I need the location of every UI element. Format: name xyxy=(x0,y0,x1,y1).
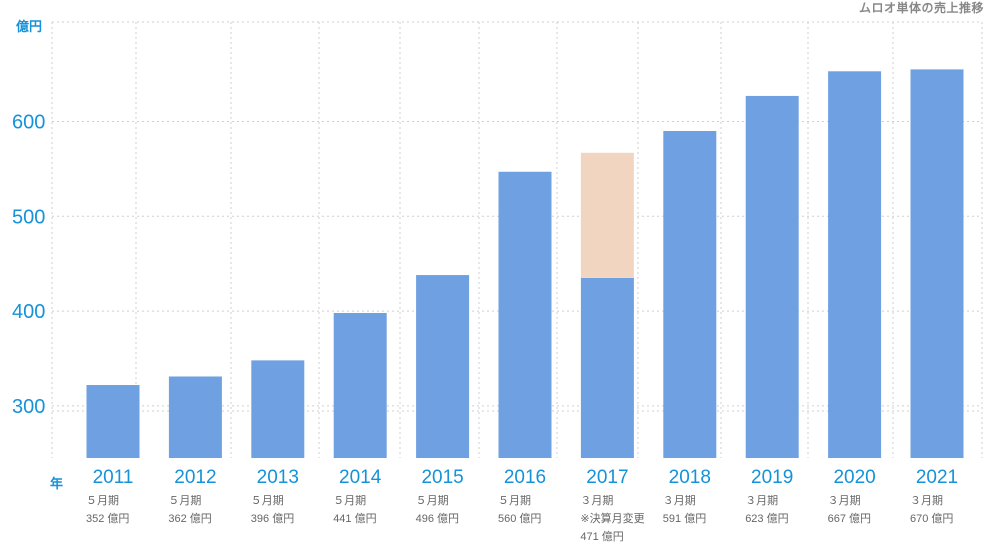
data-value-label: 667 億円 xyxy=(828,512,871,525)
bar xyxy=(498,171,552,458)
x-tick-label-year: 2013 xyxy=(257,467,299,488)
settlement-period-label: ５月期 xyxy=(333,494,366,507)
bar xyxy=(580,277,634,458)
bar xyxy=(828,71,882,458)
y-tick-label: 600 xyxy=(12,112,45,134)
y-tick-label: 500 xyxy=(12,206,45,228)
bar xyxy=(910,69,964,459)
chart-title: ムロオ単体の売上推移 xyxy=(859,0,984,15)
settlement-period-label: ３月期 xyxy=(663,494,696,507)
y-axis-ticks: 300 400 500 600 xyxy=(12,112,45,418)
bar xyxy=(86,385,140,458)
settlement-period-label: ５月期 xyxy=(168,494,201,507)
settlement-change-note: ※決算月変更 xyxy=(580,511,644,525)
x-tick-label-year: 2014 xyxy=(339,467,382,488)
bar xyxy=(416,275,470,458)
bar xyxy=(168,376,222,458)
settlement-period-label: ３月期 xyxy=(910,494,943,507)
x-tick-label-year: 2019 xyxy=(751,467,793,488)
data-value-label: 471 億円 xyxy=(580,530,623,542)
x-tick-label-year: 2012 xyxy=(174,467,216,488)
bar-adjustment-segment xyxy=(580,152,634,278)
data-value-label: 496 億円 xyxy=(416,512,459,525)
x-axis-labels: 2011 ５月期 352 億円 2012 ５月期 362 億円 2013 ５月期 396 億円 2… xyxy=(86,467,958,542)
settlement-period-label: ３月期 xyxy=(745,494,778,507)
bar xyxy=(333,312,387,458)
x-tick-label-year: 2011 xyxy=(93,467,134,488)
y-axis-unit-label: 億円 xyxy=(16,19,42,34)
settlement-period-label: ３月期 xyxy=(580,494,613,507)
x-tick-label-year: 2021 xyxy=(916,467,958,488)
data-value-label: 352 億円 xyxy=(86,512,129,525)
x-tick-label-year: 2018 xyxy=(669,467,711,488)
settlement-period-label: ５月期 xyxy=(86,494,119,507)
y-tick-label: 400 xyxy=(12,301,45,323)
data-value-label: 362 億円 xyxy=(168,512,211,525)
y-tick-label: 300 xyxy=(12,396,45,418)
x-tick-label-year: 2015 xyxy=(421,467,463,488)
x-tick-label-year: 2017 xyxy=(586,467,628,488)
data-value-label: 670 億円 xyxy=(910,512,953,525)
bar xyxy=(251,360,305,458)
settlement-period-label: ３月期 xyxy=(828,494,861,507)
bar xyxy=(745,95,799,459)
data-value-label: 396 億円 xyxy=(251,512,294,525)
bars xyxy=(86,69,964,459)
x-tick-label-year: 2020 xyxy=(833,467,875,488)
settlement-period-label: ５月期 xyxy=(416,494,449,507)
data-value-label: 623 億円 xyxy=(745,512,788,525)
settlement-period-label: ５月期 xyxy=(498,494,531,507)
data-value-label: 560 億円 xyxy=(498,512,541,525)
bar xyxy=(663,131,717,458)
data-value-label: 591 億円 xyxy=(663,512,706,525)
settlement-period-label: ５月期 xyxy=(251,494,284,507)
x-axis-unit-label: 年 xyxy=(50,476,63,491)
x-tick-label-year: 2016 xyxy=(504,467,546,488)
data-value-label: 441 億円 xyxy=(333,512,376,525)
